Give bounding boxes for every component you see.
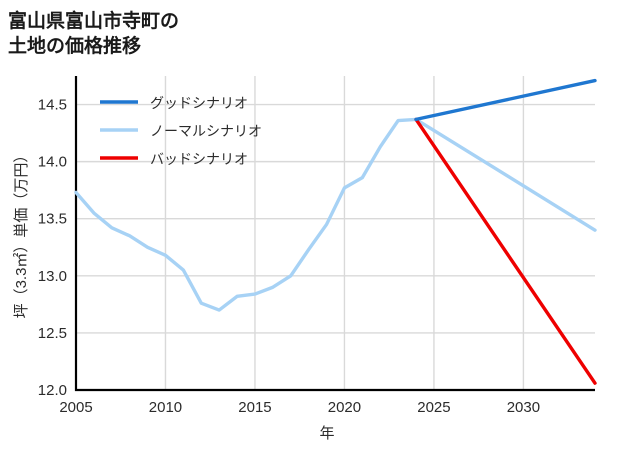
y-tick-label: 14.5	[38, 97, 67, 114]
legend-label-0: グッドシナリオ	[150, 95, 248, 111]
x-tick-label: 2015	[238, 399, 271, 416]
series-line-bad	[414, 117, 597, 385]
data-series-layer	[74, 78, 597, 385]
y-tick-label: 12.5	[38, 325, 67, 342]
chart-title-line-1: 富山県富山市寺町の	[8, 9, 179, 32]
x-axis-title: 年	[319, 425, 334, 442]
legend-label-1: ノーマルシナリオ	[150, 123, 262, 139]
series-line-good	[414, 78, 597, 122]
y-tick-label: 13.5	[38, 211, 67, 228]
x-tick-label: 2010	[149, 399, 182, 416]
chart-title-line-2: 土地の価格推移	[8, 34, 141, 57]
y-tick-label: 13.0	[38, 268, 67, 285]
y-axis-title: 坪（3.3㎡）単価（万円）	[13, 148, 30, 319]
x-tick-label: 2030	[507, 399, 540, 416]
y-tick-label: 12.0	[38, 382, 67, 399]
x-tick-label: 2025	[417, 399, 450, 416]
x-axis-tick-labels: 2005 2010 2015 2020 2025 2030	[59, 399, 540, 416]
series-line-normal	[74, 117, 597, 312]
x-tick-label: 2020	[328, 399, 361, 416]
gridlines	[75, 76, 595, 391]
y-tick-label: 14.0	[38, 154, 67, 171]
legend-label-2: バッドシナリオ	[150, 151, 248, 167]
axis-spines	[74, 76, 595, 392]
y-axis-tick-labels: 12.0 12.5 13.0 13.5 14.0 14.5	[38, 97, 67, 399]
x-tick-label: 2005	[59, 399, 92, 416]
